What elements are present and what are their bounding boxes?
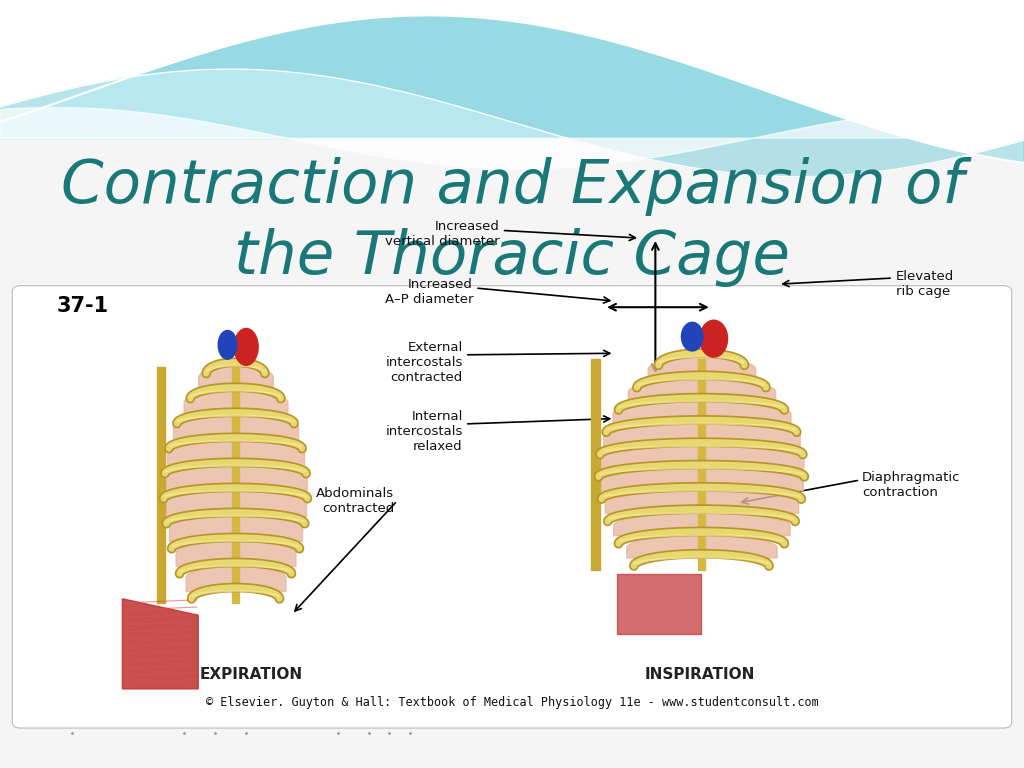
Text: Increased
A–P diameter: Increased A–P diameter: [385, 278, 473, 306]
Circle shape: [218, 330, 237, 359]
Circle shape: [234, 329, 258, 366]
Text: INSPIRATION: INSPIRATION: [644, 667, 755, 682]
Text: Elevated
rib cage: Elevated rib cage: [896, 270, 954, 298]
Circle shape: [682, 323, 702, 351]
Circle shape: [700, 320, 728, 357]
Text: EXPIRATION: EXPIRATION: [200, 667, 302, 682]
Text: Contraction and Expansion of
the Thoracic Cage: Contraction and Expansion of the Thoraci…: [60, 157, 964, 287]
Polygon shape: [123, 599, 199, 689]
Text: 37-1: 37-1: [56, 296, 109, 316]
Text: © Elsevier. Guyton & Hall: Textbook of Medical Physiology 11e - www.studentconsu: © Elsevier. Guyton & Hall: Textbook of M…: [206, 697, 818, 709]
Text: Increased
vertical diameter: Increased vertical diameter: [385, 220, 500, 248]
Text: Diaphragmatic
contraction: Diaphragmatic contraction: [862, 472, 961, 499]
Text: Internal
intercostals
relaxed: Internal intercostals relaxed: [385, 410, 463, 453]
Text: Abdominals
contracted: Abdominals contracted: [316, 487, 394, 515]
Text: External
intercostals
contracted: External intercostals contracted: [385, 341, 463, 384]
FancyBboxPatch shape: [12, 286, 1012, 728]
